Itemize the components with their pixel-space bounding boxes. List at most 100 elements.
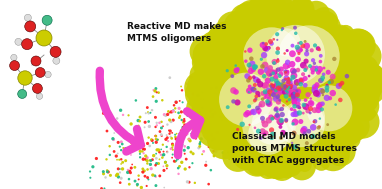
Point	[300, 129, 306, 132]
Point	[288, 90, 294, 93]
Point	[212, 77, 219, 80]
Point	[266, 123, 272, 126]
Point	[324, 24, 330, 27]
Point	[113, 174, 120, 177]
Point	[280, 131, 286, 134]
Point	[231, 64, 238, 67]
Point	[136, 119, 142, 122]
Point	[308, 102, 314, 105]
Point	[193, 137, 199, 140]
Point	[299, 7, 305, 10]
Point	[241, 93, 247, 96]
Point	[312, 53, 318, 56]
Point	[183, 133, 189, 136]
Point	[176, 116, 183, 119]
Point	[277, 118, 283, 121]
Point	[235, 60, 241, 63]
Point	[208, 87, 214, 90]
Point	[288, 93, 294, 96]
Point	[230, 26, 236, 29]
Point	[284, 103, 290, 106]
Point	[272, 66, 278, 69]
Point	[285, 78, 291, 81]
Point	[146, 120, 152, 123]
Point	[100, 112, 107, 115]
Point	[258, 135, 264, 138]
Point	[320, 78, 326, 81]
Point	[275, 68, 281, 71]
Point	[280, 144, 286, 147]
Point	[282, 90, 288, 93]
Point	[194, 112, 200, 115]
Point	[288, 74, 295, 77]
Point	[279, 29, 285, 32]
Point	[297, 108, 303, 111]
Point	[303, 46, 309, 49]
Point	[312, 27, 318, 30]
Circle shape	[53, 57, 60, 64]
Point	[169, 156, 175, 159]
Point	[240, 91, 246, 94]
Point	[280, 97, 286, 100]
Point	[299, 131, 305, 134]
Point	[256, 152, 262, 155]
Point	[291, 91, 297, 94]
Point	[286, 51, 293, 54]
Point	[258, 65, 264, 68]
Point	[311, 64, 317, 67]
Point	[299, 99, 305, 102]
Point	[278, 130, 285, 133]
Point	[303, 60, 309, 63]
Point	[278, 83, 284, 86]
Point	[317, 103, 323, 106]
Point	[194, 114, 200, 117]
Point	[209, 54, 215, 57]
Point	[285, 18, 291, 21]
Point	[306, 82, 312, 85]
Point	[277, 75, 283, 78]
Point	[141, 152, 147, 155]
Point	[231, 73, 237, 76]
Point	[292, 113, 298, 116]
Point	[223, 50, 229, 53]
Point	[138, 137, 144, 140]
Point	[274, 115, 280, 118]
Point	[163, 138, 169, 141]
Point	[301, 153, 307, 156]
Point	[269, 45, 275, 48]
Point	[217, 117, 223, 120]
Point	[309, 102, 315, 105]
Point	[343, 137, 349, 140]
Point	[291, 102, 298, 105]
Point	[306, 115, 312, 118]
Point	[252, 88, 258, 91]
Point	[199, 94, 205, 97]
Point	[312, 89, 318, 92]
Point	[308, 97, 314, 100]
Point	[104, 170, 110, 173]
Point	[146, 136, 152, 139]
Point	[254, 92, 261, 95]
Point	[310, 126, 316, 129]
Point	[252, 99, 258, 102]
Point	[270, 59, 277, 62]
Point	[245, 110, 251, 113]
Point	[181, 118, 187, 121]
Point	[333, 119, 339, 122]
Point	[207, 116, 213, 119]
Point	[308, 115, 314, 118]
Point	[277, 87, 283, 90]
Point	[157, 174, 163, 177]
Point	[280, 84, 286, 87]
Point	[271, 43, 277, 46]
Point	[179, 143, 185, 146]
Point	[283, 72, 290, 75]
Point	[153, 138, 159, 141]
Point	[130, 140, 136, 143]
Point	[253, 78, 259, 81]
Point	[136, 178, 142, 181]
Point	[332, 45, 338, 48]
Point	[90, 165, 96, 168]
Point	[337, 46, 343, 50]
Point	[101, 187, 107, 189]
